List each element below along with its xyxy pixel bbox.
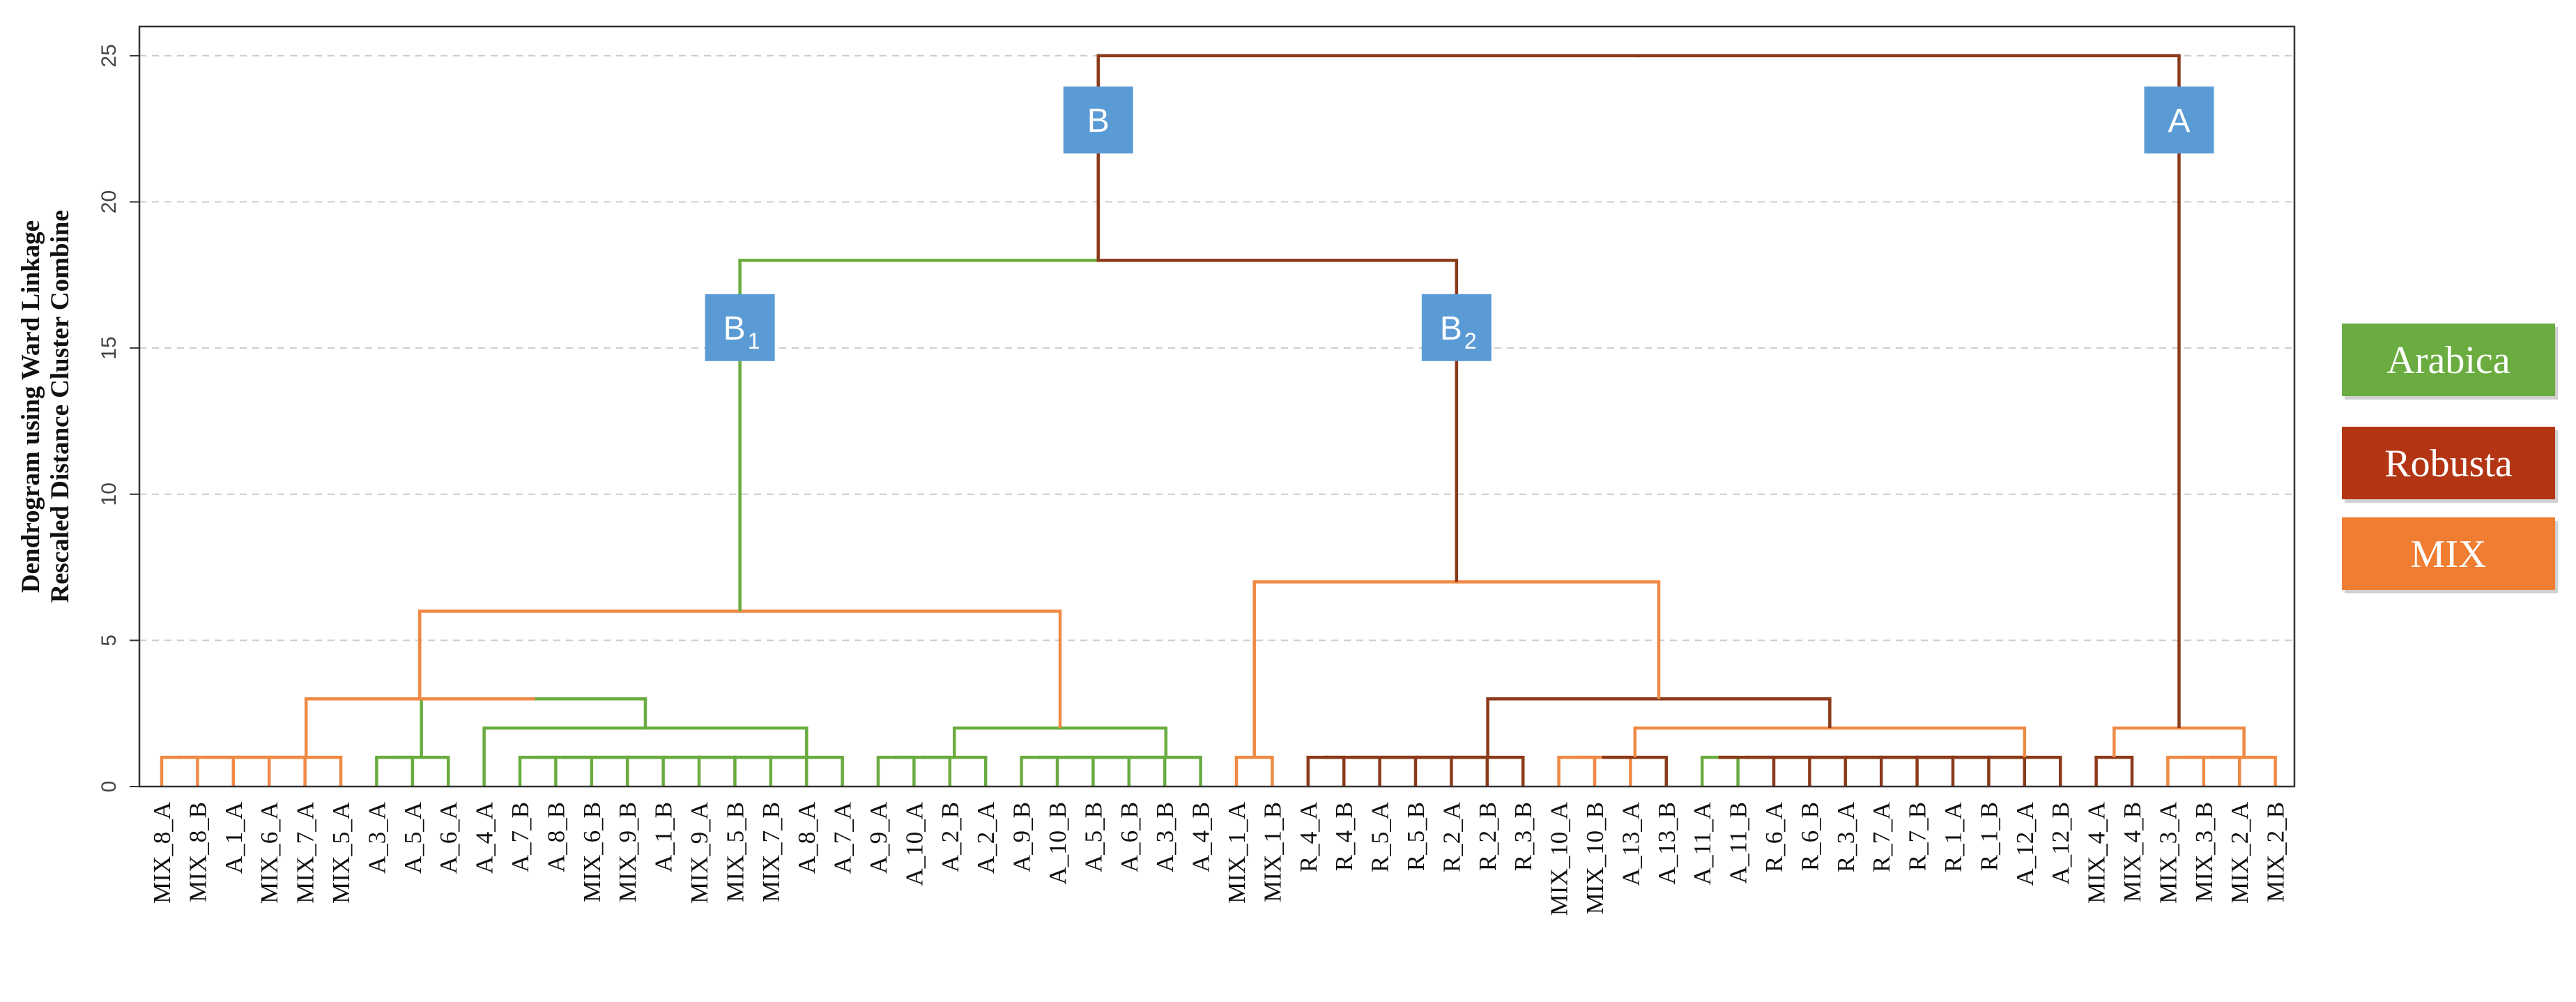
leaf-label-a-7-a: A_7_A: [829, 801, 857, 874]
cluster-label-a: A: [2168, 103, 2190, 139]
leaf-label-a-5-b: A_5_B: [1080, 802, 1107, 872]
leaf-label-mix-8-b: MIX_8_B: [184, 802, 211, 902]
leaf-label-r-1-b: R_1_B: [1975, 802, 2002, 871]
leaf-label-a-3-a: A_3_A: [363, 801, 390, 874]
leaf-label-a-1-a: A_1_A: [220, 801, 247, 874]
cluster-label-b1: B: [723, 310, 746, 347]
legend: Arabica Robusta MIX: [2342, 324, 2558, 593]
leaf-label-mix-1-b: MIX_1_B: [1259, 802, 1286, 902]
leaf-label-r-6-b: R_6_B: [1796, 802, 1823, 871]
leaf-label-a-4-b: A_4_B: [1188, 802, 1215, 872]
y-tick-label-20: 20: [98, 190, 121, 213]
leaf-label-r-4-b: R_4_B: [1331, 802, 1358, 871]
leaf-label-a-2-b: A_2_B: [937, 802, 964, 872]
leaf-label-r-5-b: R_5_B: [1402, 802, 1429, 871]
leaf-label-r-3-a: R_3_A: [1832, 801, 1860, 872]
leaf-label-mix-5-a: MIX_5_A: [328, 801, 355, 904]
leaf-label-mix-2-b: MIX_2_B: [2262, 802, 2290, 902]
leaf-label-r-5-a: R_5_A: [1367, 801, 1394, 872]
leaf-label-mix-10-a: MIX_10_A: [1546, 801, 1573, 916]
leaf-label-r-7-a: R_7_A: [1868, 801, 1895, 872]
cluster-label-sub-b2: 2: [1464, 328, 1477, 354]
y-axis-label-line-2: Rescaled Distance Cluster Combine: [46, 210, 75, 603]
leaf-label-a-4-a: A_4_A: [471, 801, 498, 874]
y-tick-label-25: 25: [98, 44, 121, 67]
leaf-label-mix-6-a: MIX_6_A: [256, 801, 283, 904]
leaf-label-mix-7-a: MIX_7_A: [292, 801, 319, 904]
leaf-label-r-1-a: R_1_A: [1940, 801, 1967, 872]
leaf-label-a-2-a: A_2_A: [972, 801, 999, 874]
leaf-label-a-10-b: A_10_B: [1044, 802, 1071, 885]
leaf-label-a-8-a: A_8_A: [793, 801, 820, 874]
tree-layer: [160, 54, 2277, 787]
leaf-labels: MIX_8_A MIX_8_B A_1_A MIX_6_A MIX_7_A MIX_5_A…: [148, 801, 2290, 916]
leaf-label-a-7-b: A_7_B: [507, 802, 534, 872]
legend-swatch-arabica: [2342, 324, 2555, 396]
legend-label-arabica: Arabica: [2386, 339, 2510, 382]
y-ticks: 0 5 10 15 20 25: [98, 44, 139, 792]
leaf-label-mix-8-a: MIX_8_A: [148, 801, 176, 904]
leaf-label-r-7-b: R_7_B: [1904, 802, 1931, 871]
grid-layer: [139, 54, 2294, 642]
leaf-label-a-6-b: A_6_B: [1116, 802, 1143, 872]
y-tick-label-0: 0: [98, 781, 121, 793]
cluster-labels: B AB 1 B 2: [705, 86, 2214, 361]
leaf-label-mix-3-b: MIX_3_B: [2191, 802, 2218, 902]
leaf-label-r-2-a: R_2_A: [1438, 801, 1465, 872]
leaf-label-a-9-b: A_9_B: [1009, 802, 1036, 872]
legend-swatch-mix: [2342, 517, 2555, 590]
y-tick-label-5: 5: [98, 635, 121, 646]
y-tick-label-10: 10: [98, 483, 121, 506]
leaf-label-a-1-b: A_1_B: [650, 802, 677, 872]
leaf-label-a-11-b: A_11_B: [1725, 802, 1752, 883]
leaf-label-a-13-a: A_13_A: [1617, 801, 1644, 886]
leaf-label-mix-7-b: MIX_7_B: [758, 802, 785, 902]
leaf-label-mix-2-a: MIX_2_A: [2226, 801, 2253, 904]
leaf-label-a-5-a: A_5_A: [399, 801, 427, 874]
leaf-label-a-3-b: A_3_B: [1151, 802, 1179, 872]
leaf-label-a-13-b: A_13_B: [1653, 802, 1680, 885]
y-axis-label: Dendrogram using Ward Linkage Rescaled D…: [17, 210, 75, 603]
cluster-box-a: [2144, 86, 2214, 154]
leaf-label-r-6-a: R_6_A: [1761, 801, 1788, 872]
legend-label-mix: MIX: [2411, 533, 2487, 576]
leaf-label-mix-5-b: MIX_5_B: [721, 802, 749, 902]
leaf-label-mix-4-b: MIX_4_B: [2119, 802, 2146, 902]
leaf-label-mix-3-a: MIX_3_A: [2154, 801, 2182, 904]
plot-frame: [138, 25, 2296, 788]
cluster-label-sub-b1: 1: [748, 328, 760, 354]
leaf-label-mix-1-a: MIX_1_A: [1223, 801, 1250, 904]
cluster-box-b: [1063, 86, 1133, 154]
leaf-label-r-3-b: R_3_B: [1510, 802, 1537, 871]
cluster-box-b1: [705, 294, 775, 361]
leaf-label-mix-9-a: MIX_9_A: [686, 801, 713, 904]
leaf-label-r-2-b: R_2_B: [1474, 802, 1501, 871]
leaf-label-mix-4-a: MIX_4_A: [2083, 801, 2110, 904]
leaf-label-a-10-a: A_10_A: [900, 801, 928, 886]
leaf-label-mix-6-b: MIX_6_B: [578, 802, 606, 902]
leaf-label-a-8-b: A_8_B: [542, 802, 569, 872]
leaf-label-a-11-a: A_11_A: [1689, 801, 1716, 885]
cluster-label-b: B: [1087, 103, 1110, 139]
legend-swatch-robusta: [2342, 427, 2555, 499]
leaf-label-mix-10-b: MIX_10_B: [1581, 802, 1609, 914]
leaf-label-a-12-b: A_12_B: [2047, 802, 2074, 885]
leaf-label-a-6-a: A_6_A: [435, 801, 462, 874]
y-axis-label-line-1: Dendrogram using Ward Linkage: [17, 220, 45, 593]
leaf-label-a-9-a: A_9_A: [865, 801, 892, 874]
leaf-label-mix-9-b: MIX_9_B: [614, 802, 641, 902]
cluster-label-b2: B: [1440, 310, 1462, 347]
cluster-box-b2: [1421, 294, 1492, 361]
legend-label-robusta: Robusta: [2384, 442, 2513, 485]
leaf-label-r-4-a: R_4_A: [1295, 801, 1322, 872]
y-tick-label-15: 15: [98, 336, 121, 359]
leaf-label-a-12-a: A_12_A: [2011, 801, 2039, 886]
